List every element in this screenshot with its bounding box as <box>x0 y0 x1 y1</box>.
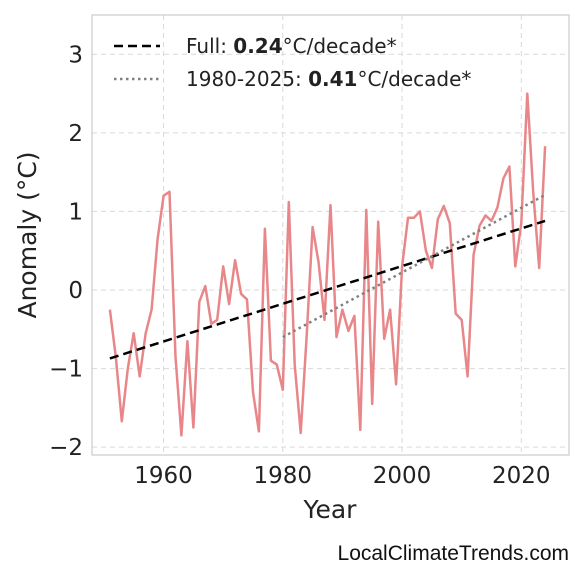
series-layer <box>108 92 547 437</box>
y-tick-label: 3 <box>68 42 83 68</box>
x-tick-label: 2020 <box>492 463 551 489</box>
x-axis-title: Year <box>303 495 358 524</box>
anomaly-series-line <box>108 92 547 437</box>
y-axis-title: Anomaly (°C) <box>13 151 42 318</box>
plot-frame <box>91 14 570 456</box>
y-tick-label: 1 <box>68 199 83 225</box>
y-tick-label: −1 <box>49 357 83 383</box>
legend: Full: 0.24°C/decade* 1980-2025: 0.41°C/d… <box>114 34 471 91</box>
y-tick-label: 0 <box>68 278 83 304</box>
x-tick-label: 2000 <box>373 463 432 489</box>
y-tick-label: 2 <box>68 121 83 147</box>
y-tick-label: −2 <box>49 435 83 461</box>
legend-label-full: Full: 0.24°C/decade* <box>186 34 397 58</box>
grid-lines <box>92 15 569 455</box>
recent-trend-line <box>282 193 546 339</box>
watermark-text: LocalClimateTrends.com <box>338 542 569 565</box>
x-axis-ticks: 1960 1980 2000 2020 <box>134 463 550 489</box>
y-axis-ticks: 3 2 1 0 −1 −2 <box>49 42 83 461</box>
x-tick-label: 1960 <box>134 463 193 489</box>
full-trend-line <box>109 219 546 360</box>
legend-label-recent: 1980-2025: 0.41°C/decade* <box>186 67 471 91</box>
x-tick-label: 1980 <box>254 463 313 489</box>
